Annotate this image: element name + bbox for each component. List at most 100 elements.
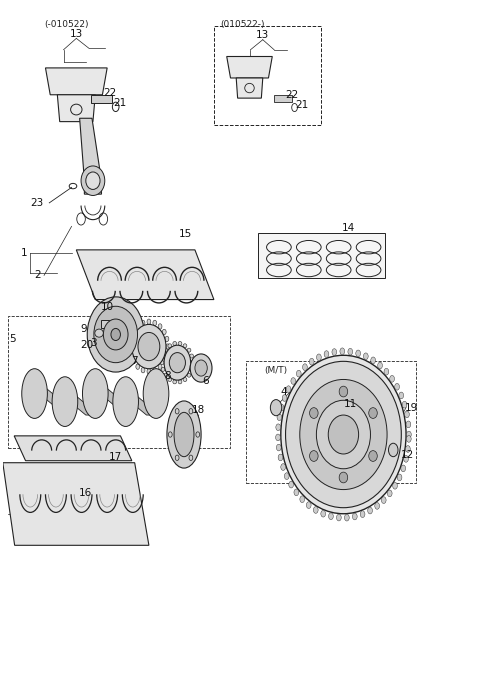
Ellipse shape	[158, 364, 162, 370]
Ellipse shape	[339, 386, 348, 397]
Polygon shape	[28, 384, 69, 407]
Bar	[8, 316, 229, 448]
Ellipse shape	[164, 373, 168, 377]
Text: 21: 21	[113, 97, 126, 108]
Ellipse shape	[162, 359, 166, 364]
Ellipse shape	[375, 502, 380, 509]
Ellipse shape	[277, 414, 282, 420]
Ellipse shape	[128, 344, 132, 349]
Ellipse shape	[329, 513, 333, 520]
Bar	[274, 95, 292, 102]
Ellipse shape	[399, 392, 404, 399]
Ellipse shape	[94, 306, 137, 363]
Ellipse shape	[297, 370, 301, 377]
Polygon shape	[227, 56, 272, 78]
Ellipse shape	[281, 464, 286, 471]
Ellipse shape	[187, 348, 191, 352]
Ellipse shape	[190, 354, 212, 382]
Ellipse shape	[138, 332, 160, 361]
Ellipse shape	[340, 348, 345, 355]
Ellipse shape	[371, 357, 375, 364]
Ellipse shape	[368, 507, 372, 514]
Ellipse shape	[162, 329, 166, 334]
Ellipse shape	[158, 324, 162, 329]
Text: 13: 13	[256, 30, 269, 40]
Polygon shape	[80, 118, 101, 194]
Ellipse shape	[289, 481, 293, 488]
Ellipse shape	[369, 408, 377, 418]
Text: 6: 6	[203, 376, 209, 386]
Ellipse shape	[390, 376, 395, 382]
Ellipse shape	[178, 380, 182, 384]
Ellipse shape	[103, 319, 128, 350]
Ellipse shape	[407, 431, 411, 438]
Text: 1: 1	[21, 248, 28, 258]
Polygon shape	[89, 384, 130, 407]
Ellipse shape	[160, 361, 164, 365]
Ellipse shape	[382, 497, 386, 504]
Ellipse shape	[168, 344, 172, 348]
Ellipse shape	[136, 324, 140, 329]
Ellipse shape	[141, 368, 145, 373]
Text: 16: 16	[79, 488, 92, 498]
Ellipse shape	[316, 400, 371, 468]
Ellipse shape	[161, 354, 165, 358]
Text: (M/T): (M/T)	[264, 366, 287, 374]
Ellipse shape	[136, 364, 140, 370]
Ellipse shape	[132, 329, 135, 334]
Ellipse shape	[356, 350, 360, 357]
Ellipse shape	[83, 369, 108, 418]
Polygon shape	[46, 68, 107, 95]
Ellipse shape	[276, 424, 281, 431]
Ellipse shape	[95, 329, 103, 337]
Ellipse shape	[388, 443, 398, 457]
Polygon shape	[14, 436, 132, 461]
Text: 22: 22	[103, 89, 116, 98]
Text: 11: 11	[344, 399, 357, 410]
Ellipse shape	[173, 341, 177, 345]
Ellipse shape	[52, 377, 78, 427]
Ellipse shape	[369, 451, 377, 461]
Ellipse shape	[183, 378, 187, 382]
Ellipse shape	[345, 515, 349, 521]
Text: 10: 10	[101, 302, 114, 312]
Text: 8: 8	[165, 371, 171, 381]
Ellipse shape	[300, 496, 305, 502]
Ellipse shape	[321, 510, 325, 517]
Text: 5: 5	[9, 334, 15, 344]
Ellipse shape	[187, 373, 191, 377]
Ellipse shape	[404, 456, 408, 462]
Ellipse shape	[153, 320, 156, 326]
Ellipse shape	[360, 510, 365, 517]
Text: 20: 20	[81, 341, 94, 350]
Ellipse shape	[270, 399, 282, 416]
Text: 2: 2	[34, 270, 41, 280]
Polygon shape	[57, 95, 96, 122]
Text: 9: 9	[80, 324, 87, 334]
Ellipse shape	[276, 444, 281, 451]
Ellipse shape	[195, 360, 207, 376]
Text: 21: 21	[295, 100, 308, 110]
Ellipse shape	[384, 368, 389, 375]
Ellipse shape	[395, 383, 399, 390]
Ellipse shape	[306, 502, 311, 508]
Polygon shape	[3, 462, 149, 545]
Ellipse shape	[143, 369, 169, 418]
Ellipse shape	[87, 297, 144, 372]
Text: 23: 23	[30, 198, 44, 208]
Text: 15: 15	[179, 230, 192, 240]
Bar	[91, 95, 112, 104]
Polygon shape	[119, 392, 160, 415]
Ellipse shape	[278, 454, 283, 461]
Ellipse shape	[147, 319, 151, 324]
Ellipse shape	[339, 472, 348, 483]
Ellipse shape	[332, 349, 336, 355]
Ellipse shape	[324, 351, 329, 357]
Ellipse shape	[328, 415, 359, 454]
Text: 17: 17	[109, 452, 122, 462]
Ellipse shape	[165, 336, 169, 342]
Ellipse shape	[352, 513, 357, 520]
Ellipse shape	[348, 349, 353, 355]
Ellipse shape	[183, 344, 187, 348]
Ellipse shape	[165, 351, 169, 357]
